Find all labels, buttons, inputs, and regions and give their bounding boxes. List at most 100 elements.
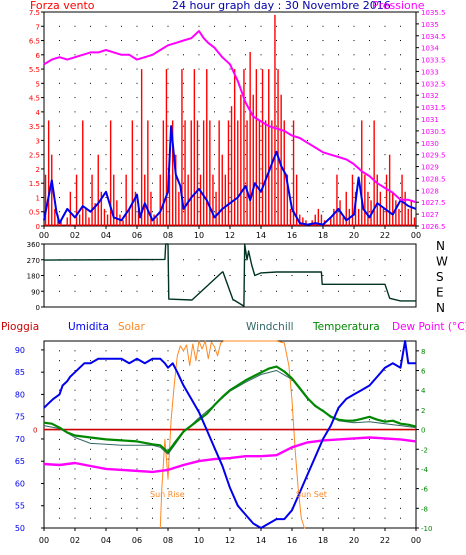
x-tick-label: 12: [225, 231, 235, 240]
grid-dot: [322, 379, 324, 381]
grid-dot: [353, 154, 355, 156]
grid-dot: [276, 497, 277, 499]
grid-dot: [90, 111, 91, 113]
grid-dot: [59, 290, 60, 292]
legend-label: Dew Point (°C): [392, 321, 466, 333]
grid-dot: [260, 211, 262, 213]
grid-dot: [136, 507, 138, 509]
grid-dot: [90, 97, 91, 99]
grid-dot: [384, 54, 386, 56]
grid-dot: [214, 68, 215, 70]
grid-dot: [229, 196, 231, 198]
grid-dot: [152, 458, 153, 460]
grid-dot: [229, 54, 231, 56]
grid-dot: [307, 125, 308, 127]
grid-dot: [276, 275, 277, 276]
grid-dot: [260, 399, 262, 401]
grid-dot: [167, 419, 169, 421]
grid-dot: [245, 40, 246, 42]
wind-tick-label: 6.5: [29, 38, 40, 46]
grid-dot: [276, 139, 277, 141]
grid-dot: [307, 68, 308, 70]
grid-dot: [214, 290, 215, 292]
grid-dot: [322, 478, 324, 480]
grid-dot: [369, 517, 370, 519]
grid-dot: [276, 438, 277, 440]
grid-dot: [369, 68, 370, 70]
grid-dot: [59, 389, 60, 391]
grid-dot: [307, 196, 308, 198]
grid-dot: [90, 196, 91, 198]
grid-dot: [229, 68, 231, 70]
grid-dot: [322, 97, 324, 99]
pressure-tick-label: 1035.5: [421, 9, 446, 17]
grid-dot: [276, 507, 277, 509]
grid-dot: [307, 488, 308, 490]
grid-dot: [152, 168, 153, 170]
grid-dot: [307, 211, 308, 213]
grid-dot: [229, 448, 231, 450]
grid-dot: [229, 211, 231, 213]
grid-dot: [198, 40, 200, 42]
grid-dot: [105, 517, 107, 519]
grid-dot: [198, 389, 200, 391]
grid-dot: [369, 488, 370, 490]
grid-dot: [59, 154, 60, 156]
grid-dot: [136, 40, 138, 42]
grid-dot: [90, 399, 91, 401]
grid-dot: [322, 517, 324, 519]
grid-dot: [338, 275, 339, 276]
grid-dot: [214, 478, 215, 480]
grid-dot: [291, 182, 293, 184]
grid-dot: [353, 139, 355, 141]
grid-dot: [136, 290, 138, 292]
grid-dot: [276, 389, 277, 391]
grid-dot: [183, 196, 184, 198]
grid-dot: [353, 409, 355, 411]
grid-dot: [245, 350, 246, 352]
grid-dot: [152, 448, 153, 450]
grid-dot: [260, 468, 262, 470]
grid-dot: [384, 111, 386, 113]
grid-dot: [369, 139, 370, 141]
grid-dot: [245, 448, 246, 450]
grid-dot: [291, 168, 293, 170]
grid-dot: [198, 139, 200, 141]
grid-dot: [338, 211, 339, 213]
grid-dot: [90, 507, 91, 509]
wind-tick-label: 7.5: [29, 9, 40, 17]
grid-dot: [291, 275, 293, 276]
grid-dot: [229, 154, 231, 156]
grid-dot: [322, 25, 324, 27]
grid-dot: [291, 468, 293, 470]
grid-dot: [105, 68, 107, 70]
grid-dot: [400, 97, 401, 99]
grid-dot: [90, 488, 91, 490]
grid-dot: [121, 196, 122, 198]
gust-line: [43, 125, 417, 226]
grid-dot: [59, 350, 60, 352]
grid-dot: [338, 168, 339, 170]
grid-dot: [136, 182, 138, 184]
grid-dot: [121, 478, 122, 480]
grid-dot: [291, 68, 293, 70]
x-tick-label: 02: [70, 536, 80, 545]
grid-dot: [229, 419, 231, 421]
grid-dot: [307, 275, 308, 276]
humidity-tick-label: 85: [15, 368, 25, 377]
grid-dot: [105, 350, 107, 352]
grid-dot: [136, 458, 138, 460]
grid-dot: [59, 478, 60, 480]
pressure-tick-label: 1029: [421, 164, 439, 172]
grid-dot: [167, 40, 169, 42]
grid-dot: [183, 360, 184, 362]
wind-tick-label: 4.5: [29, 95, 40, 103]
grid-dot: [90, 409, 91, 411]
wind-axis-title: Forza vento: [30, 0, 95, 12]
grid-dot: [400, 350, 401, 352]
grid-dot: [307, 448, 308, 450]
grid-dot: [121, 97, 122, 99]
grid-dot: [214, 275, 215, 276]
grid-dot: [400, 468, 401, 470]
grid-dot: [384, 211, 386, 213]
